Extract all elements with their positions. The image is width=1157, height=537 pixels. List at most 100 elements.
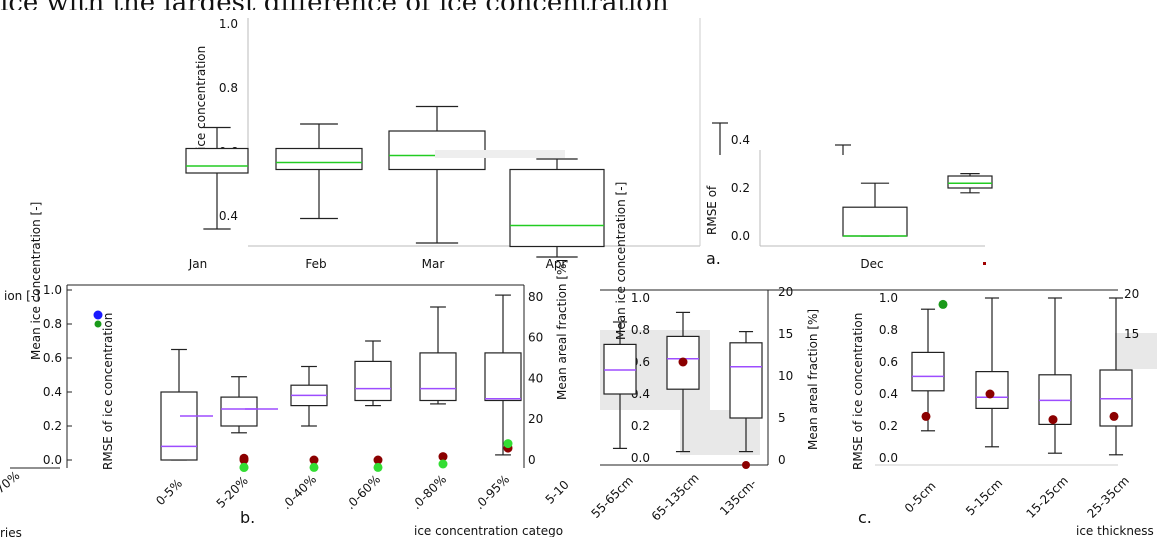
xtick-b: 5-10: [543, 478, 572, 507]
ylabel-a: ice concentration: [194, 46, 208, 150]
tick-a-right: 0.4: [731, 133, 750, 147]
ylabel-c-second: RMSE of ice concentration: [851, 313, 865, 470]
box-a-dec: [842, 182, 908, 237]
tick-c-left: 1.0: [631, 291, 650, 305]
xtick-b: 0-5%: [153, 476, 185, 508]
box-iqr: [220, 396, 258, 427]
tick-b-left: 0.8: [43, 317, 62, 331]
point-green-c: [938, 299, 948, 309]
box-iqr: [911, 351, 945, 392]
tick-c-right: 10: [778, 369, 793, 383]
tick-b-left: 0.4: [43, 385, 62, 399]
ylabel-b-second: RMSE of ice concentration: [101, 313, 115, 470]
tick-c-left: 0.8: [631, 323, 650, 337]
tick-c-left2: 0.0: [879, 451, 898, 465]
tick-c-left2: 1.0: [879, 291, 898, 305]
xtick-a: Dec: [860, 257, 883, 271]
ylabel-c-right: Mean areal fraction [%]: [806, 309, 820, 450]
xtick-c: 15-25cm: [1023, 473, 1070, 520]
fragment-b-1: ion [-]: [4, 289, 40, 303]
tick-b-left: 0.0: [43, 453, 62, 467]
ylabel-b: Mean ice concentration [-]: [29, 202, 43, 360]
xtick-b: .0-95%: [472, 472, 512, 512]
box-a-extra: [947, 173, 993, 194]
tick-c-right: 15: [778, 327, 793, 341]
fragment-b-3: 70%: [0, 468, 22, 496]
xtick-c-left: 65-135cm: [649, 471, 702, 524]
tick-a-right: 0.2: [731, 181, 750, 195]
crop-band: [435, 150, 565, 158]
point-green-b: [309, 462, 319, 472]
xtick-c-left: 135cm-: [717, 476, 759, 518]
point-red-c-left: [678, 357, 688, 367]
box-iqr: [947, 175, 993, 189]
xtick-b: .0-60%: [343, 472, 383, 512]
xtick-c: 25-35cm: [1084, 473, 1131, 520]
point-red-c-left-2: [742, 461, 750, 469]
panel-label-c: c.: [858, 508, 872, 527]
box-c-left-2: [729, 331, 763, 453]
xlabel-b: ice concentration catego: [414, 524, 563, 537]
box-iqr: [842, 206, 908, 237]
point-red-b: [309, 455, 319, 465]
tick-b-left: 0.2: [43, 419, 62, 433]
point-red-c: [985, 389, 995, 399]
tick-b-right: 40: [528, 371, 543, 385]
box-c-left-0: [603, 321, 637, 449]
box-iqr: [603, 343, 637, 395]
box-iqr: [484, 352, 522, 402]
xtick-b: .0-80%: [409, 472, 449, 512]
xtick-c-left: 55-65cm: [588, 473, 635, 520]
fragment-mark: [983, 262, 986, 265]
ylabel-c: Mean ice concentration [-]: [614, 182, 628, 340]
box-a-0: [185, 126, 249, 230]
box-c-2: [1038, 297, 1072, 454]
tick-b-right: 20: [528, 412, 543, 426]
box-b-1: [220, 376, 258, 434]
xtick-a: Apr: [546, 257, 567, 271]
box-iqr: [419, 352, 457, 402]
tick-c-right: 0: [778, 453, 786, 467]
panel-label-b: b.: [240, 508, 255, 527]
box-a-1: [275, 123, 363, 220]
point-green-b: [438, 459, 448, 469]
box-iqr: [160, 391, 198, 461]
tick-c-left2: 0.8: [879, 323, 898, 337]
xlabel-c: ice thickness: [1076, 524, 1154, 537]
box-b-4: [419, 306, 457, 405]
bg-c-right: [1115, 333, 1157, 369]
box-b-2: [290, 365, 328, 427]
xtick-c: 0-5cm: [902, 479, 939, 516]
tick-c-left2: 0.4: [879, 387, 898, 401]
box-c-1: [975, 297, 1009, 448]
xtick-a: Jan: [188, 257, 208, 271]
tick-b-right: 0: [528, 453, 536, 467]
point-green-b-top: [94, 320, 102, 328]
ylabel-b-right: Mean areal fraction [%]: [555, 259, 569, 400]
tick-c-left2: 0.6: [879, 355, 898, 369]
box-b-0: [160, 348, 198, 461]
tick-c-right2: 20: [1124, 287, 1139, 301]
point-green-b: [503, 439, 513, 449]
tick-b-right: 80: [528, 290, 543, 304]
box-iqr: [729, 342, 763, 419]
point-green-b: [373, 462, 383, 472]
tick-b-right: 60: [528, 331, 543, 345]
tick-b-left: 0.6: [43, 351, 62, 365]
tick-c-left: 0.2: [631, 419, 650, 433]
tick-a-left: 0.4: [219, 209, 238, 223]
point-blue-b: [93, 310, 103, 320]
box-c-3: [1099, 297, 1133, 456]
box-b-3: [354, 340, 392, 407]
ylabel-a-right: RMSE of: [705, 185, 719, 235]
point-red-c: [1048, 415, 1058, 425]
panel-label-a: a.: [706, 249, 721, 268]
point-red-b: [239, 455, 249, 465]
header-text: ice with the largest difference of ice c…: [0, 0, 700, 10]
box-iqr: [1038, 374, 1072, 425]
tick-a-right: 0.0: [731, 229, 750, 243]
xtick-a: Mar: [422, 257, 445, 271]
box-a-3: [509, 158, 605, 258]
box-c-0: [911, 308, 945, 432]
fragment-b-2: ries: [0, 526, 22, 537]
